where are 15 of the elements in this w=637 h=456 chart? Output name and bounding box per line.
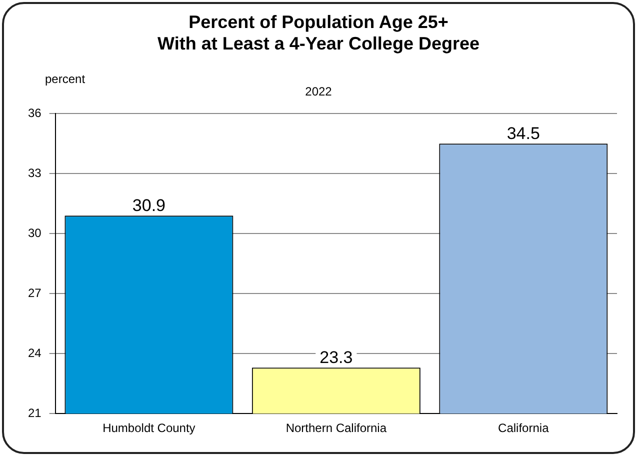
y-tick-label: 36 [28,106,42,120]
y-axis-title: percent [45,72,86,86]
y-tick-label: 24 [28,346,42,360]
chart-title: Percent of Population Age 25+ With at Least a 4-Year College Degree [158,12,480,54]
x-tick-label: Northern California [286,421,387,436]
x-tick-label: California [498,421,550,436]
y-tick-label: 30 [28,226,42,240]
data-label: 23.3 [320,348,353,367]
data-label: 34.5 [506,124,540,143]
data-label: 30.9 [132,196,166,215]
y-tick-label: 21 [28,406,42,420]
chart-subtitle: 2022 [305,84,332,99]
x-tick-label: Humboldt County [102,421,196,436]
y-tick-label: 27 [28,286,42,300]
y-tick-label: 33 [28,166,42,180]
